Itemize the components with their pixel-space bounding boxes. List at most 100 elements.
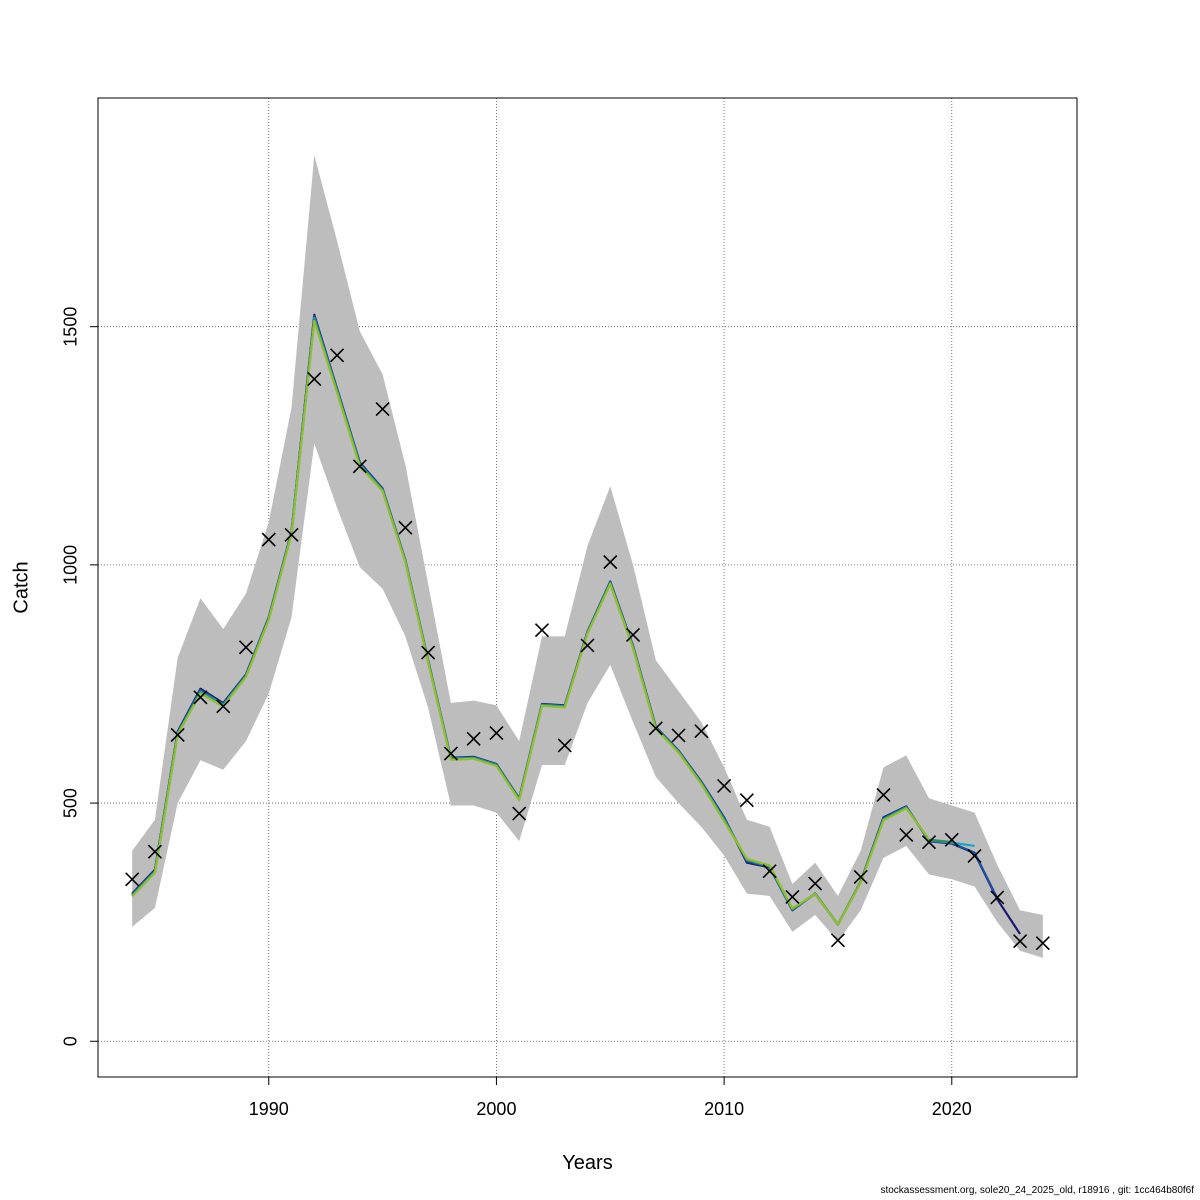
y-tick-label-0: 0 xyxy=(61,1036,81,1046)
observed-cross-b xyxy=(466,731,481,746)
observed-point-2023 xyxy=(1013,934,1028,949)
observed-point-2011 xyxy=(739,793,754,808)
observed-cross-b xyxy=(125,872,140,887)
observed-cross-b xyxy=(170,727,185,743)
observed-cross-b xyxy=(329,348,345,363)
x-tick-label-2010: 2010 xyxy=(704,1099,744,1119)
observed-cross-b xyxy=(375,402,390,417)
observed-cross-b xyxy=(808,876,823,891)
observed-point-1985 xyxy=(147,844,162,859)
observed-cross-b xyxy=(1013,934,1028,949)
observed-point-1992 xyxy=(307,372,322,387)
x-tick-label-2000: 2000 xyxy=(476,1099,516,1119)
footer-credit: stockassessment.org, sole20_24_2025_old,… xyxy=(880,1185,1194,1196)
observed-cross-b xyxy=(921,835,937,850)
series-line-5 xyxy=(131,319,930,926)
observed-point-1990 xyxy=(261,532,276,547)
observed-cross-b xyxy=(238,640,254,655)
observed-cross-b xyxy=(443,746,458,761)
observed-cross-b xyxy=(147,844,162,859)
observed-cross-b xyxy=(512,806,527,821)
observed-cross-b xyxy=(785,889,800,904)
observed-cross-b xyxy=(193,690,208,705)
confidence-band xyxy=(132,155,1043,958)
observed-point-1995 xyxy=(375,402,390,417)
observed-cross-b xyxy=(967,848,982,864)
observed-point-2021 xyxy=(967,848,982,864)
observed-point-2008 xyxy=(671,728,686,743)
observed-point-2007 xyxy=(648,721,663,736)
observed-point-1994 xyxy=(352,459,367,474)
x-tick-label-2020: 2020 xyxy=(932,1099,972,1119)
series-lines xyxy=(131,313,1022,935)
x-tick-label-1990: 1990 xyxy=(249,1099,289,1119)
observed-cross-b xyxy=(876,787,891,803)
observed-point-2019 xyxy=(921,835,937,850)
observed-point-2014 xyxy=(808,876,823,891)
observed-point-2009 xyxy=(694,724,709,739)
y-axis-title: Catch xyxy=(10,561,32,613)
observed-cross-b xyxy=(284,527,299,542)
observed-point-1988 xyxy=(216,699,231,714)
observed-cross-b xyxy=(603,554,618,570)
observed-point-2022 xyxy=(990,890,1005,905)
observed-point-2018 xyxy=(899,827,914,843)
observed-point-1989 xyxy=(238,640,254,655)
y-tick-label-500: 500 xyxy=(61,788,81,818)
observed-cross-b xyxy=(899,827,914,843)
y-tick-label-1500: 1500 xyxy=(61,307,81,347)
observed-point-1986 xyxy=(170,727,185,743)
observed-point-1999 xyxy=(466,731,481,746)
observed-point-2010 xyxy=(717,778,732,793)
observed-point-2017 xyxy=(876,787,891,803)
observed-point-2001 xyxy=(512,806,527,821)
observed-point-2005 xyxy=(603,554,618,570)
observed-cross-b xyxy=(557,738,572,753)
observed-cross-b xyxy=(398,520,413,535)
observed-cross-b xyxy=(717,778,732,793)
observed-cross-b xyxy=(671,728,686,743)
observed-cross-b xyxy=(739,793,754,808)
observed-point-2003 xyxy=(557,738,572,753)
observed-point-2006 xyxy=(625,627,641,642)
observed-point-1993 xyxy=(329,348,345,363)
observed-cross-b xyxy=(830,933,846,948)
observed-cross-b xyxy=(762,864,777,879)
observed-point-2004 xyxy=(580,638,595,653)
observed-cross-b xyxy=(580,638,595,653)
observed-cross-b xyxy=(216,699,231,714)
observed-cross-b xyxy=(625,627,641,642)
observed-cross-b xyxy=(261,532,276,547)
observed-point-2013 xyxy=(785,889,800,904)
observed-cross-b xyxy=(853,869,868,884)
observed-cross-b xyxy=(1035,936,1050,951)
observed-point-1998 xyxy=(443,746,458,761)
observed-cross-b xyxy=(421,645,436,660)
observed-point-1997 xyxy=(421,645,436,660)
observed-cross-b xyxy=(648,721,663,736)
observed-cross-b xyxy=(694,724,709,739)
axes: 1990 2000 2010 2020 0 500 1000 1500 xyxy=(61,307,972,1119)
observed-point-2000 xyxy=(489,725,504,741)
observed-point-1996 xyxy=(398,520,413,535)
observed-cross-b xyxy=(352,459,367,474)
observed-point-2002 xyxy=(534,623,550,638)
observed-markers xyxy=(125,348,1050,951)
plot-frame xyxy=(97,97,1078,1078)
observed-cross-b xyxy=(307,372,322,387)
y-tick-label-1000: 1000 xyxy=(61,545,81,585)
observed-point-1984 xyxy=(125,872,140,887)
observed-cross-b xyxy=(944,832,959,847)
x-axis-title: Years xyxy=(562,1152,612,1174)
observed-point-2015 xyxy=(830,933,846,948)
observed-point-2020 xyxy=(944,832,959,847)
observed-point-1991 xyxy=(284,527,299,542)
observed-cross-b xyxy=(990,890,1005,905)
observed-point-2016 xyxy=(853,869,868,884)
observed-cross-b xyxy=(489,725,504,741)
observed-point-1987 xyxy=(193,690,208,705)
confidence-band-area xyxy=(132,155,1043,958)
observed-cross-b xyxy=(534,623,550,638)
observed-point-2012 xyxy=(762,864,777,879)
